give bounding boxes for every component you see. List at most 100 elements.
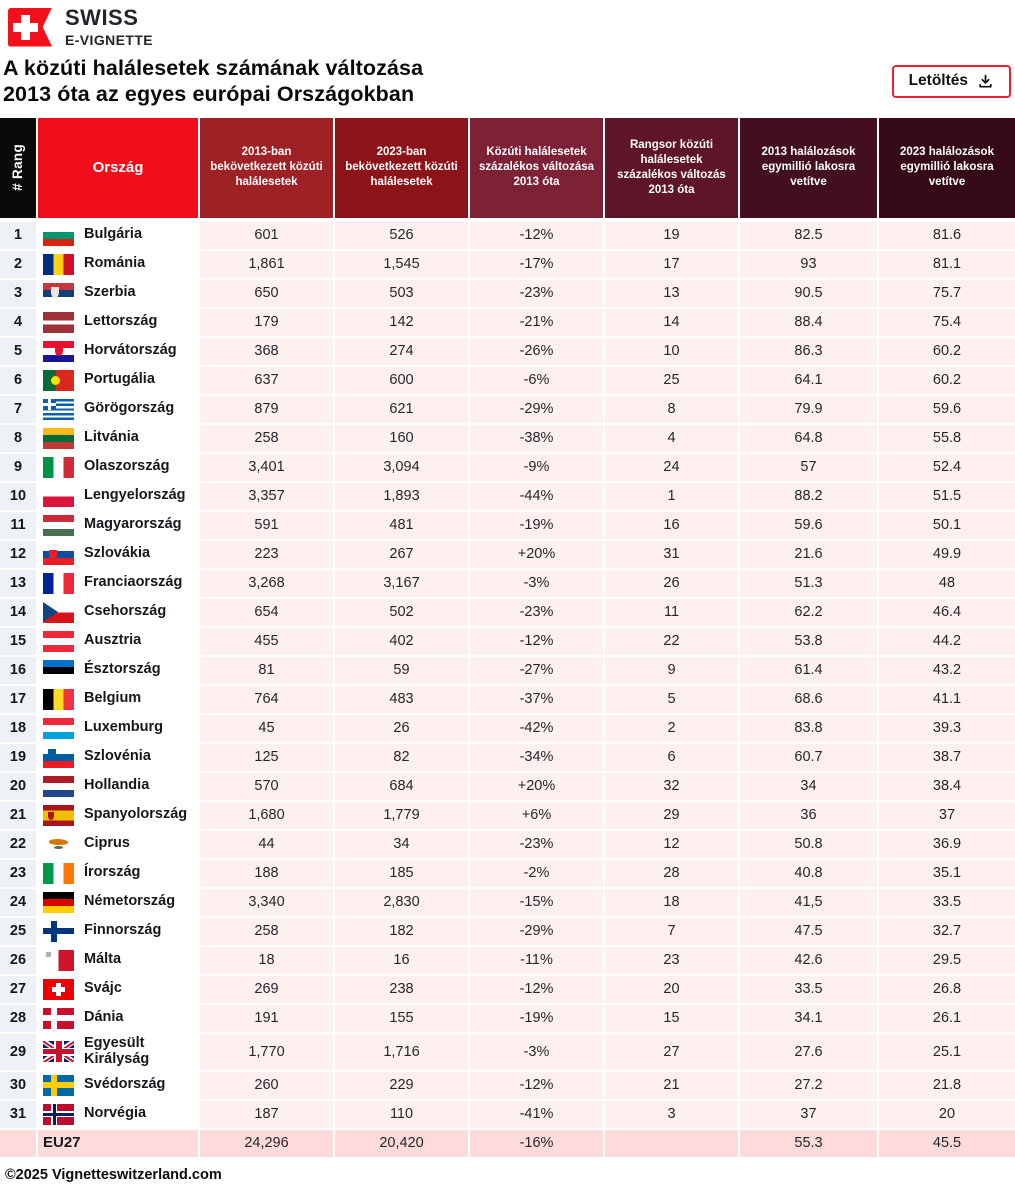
- rank-cell: 30: [0, 1071, 36, 1099]
- deaths-2023-cell: 1,893: [335, 482, 468, 510]
- deaths-2023-cell: 142: [335, 308, 468, 336]
- per-million-2013-cell: 27.6: [740, 1033, 877, 1070]
- deaths-2023-cell: 82: [335, 743, 468, 771]
- table-row-france: 13 Franciaország 3,268 3,167 -3% 26 51.3 48: [0, 569, 1015, 597]
- pct-change-cell-text: -27%: [519, 662, 554, 679]
- per-million-2013-cell-text: 60.7: [794, 749, 823, 766]
- download-button[interactable]: Letöltés: [891, 65, 1011, 99]
- deaths-2023-cell-text: 402: [389, 633, 414, 650]
- pct-change-cell: -42%: [470, 714, 603, 742]
- per-million-2013-cell-text: 53.8: [794, 633, 823, 650]
- table-row-romania: 2 Románia 1,861 1,545 -17% 17 93 81.1: [0, 250, 1015, 278]
- deaths-2023-cell: 3,167: [335, 569, 468, 597]
- country-cell: Litvánia: [38, 424, 198, 452]
- download-icon: [979, 74, 992, 88]
- deaths-2013-cell-text: 44: [258, 836, 275, 853]
- per-million-2023-cell: 43.2: [879, 656, 1015, 684]
- flag-latvia-icon: [43, 311, 74, 333]
- pct-change-cell: -21%: [470, 308, 603, 336]
- pct-change-cell: +20%: [470, 540, 603, 568]
- deaths-2023-cell: 59: [335, 656, 468, 684]
- per-million-2013-cell-text: 82.5: [794, 227, 823, 244]
- road-deaths-table: # Rang Ország 2013-ban bekövetkezett közút…: [0, 117, 1015, 1157]
- deaths-2013-cell-text: 1,770: [248, 1043, 285, 1060]
- per-million-2023-cell: 75.7: [879, 279, 1015, 307]
- deaths-2023-cell-text: 142: [389, 314, 414, 331]
- rank-cell: 4: [0, 308, 36, 336]
- deaths-2023-cell-text: 26: [393, 720, 410, 737]
- pct-change-cell: +6%: [470, 801, 603, 829]
- rank-pct-change-cell-text: 2: [667, 720, 676, 737]
- deaths-2023-cell: 481: [335, 511, 468, 539]
- table-row-germany: 24 Németország 3,340 2,830 -15% 18 41,5 33.5: [0, 888, 1015, 916]
- rank-cell: 8: [0, 424, 36, 452]
- logo-text-top: SWISS: [65, 5, 139, 30]
- per-million-2013-cell: 41,5: [740, 888, 877, 916]
- country-cell: Csehország: [38, 598, 198, 626]
- per-million-2013-cell: 36: [740, 801, 877, 829]
- col-header-deaths-2013: 2013-ban bekövetkezett közúti halálesete…: [200, 117, 333, 218]
- rank-cell: 16: [0, 656, 36, 684]
- country-label: Észtország: [84, 661, 161, 678]
- pct-change-cell: -44%: [470, 482, 603, 510]
- flag-czechia-icon: [43, 601, 74, 623]
- col-header-rank: # Rang: [0, 117, 36, 218]
- per-million-2023-cell: 33.5: [879, 888, 1015, 916]
- per-million-2023-cell-text: 26.1: [932, 1010, 962, 1027]
- deaths-2023-cell: 1,779: [335, 801, 468, 829]
- per-million-2023-cell-text: 51.5: [932, 488, 962, 505]
- per-million-2023-cell-text: 39.3: [932, 720, 962, 737]
- rank-cell-text: 15: [9, 633, 27, 650]
- deaths-2023-cell-text: 1,893: [383, 488, 420, 505]
- download-button-label: Letöltés: [908, 72, 968, 90]
- pct-change-cell-text: +20%: [517, 778, 556, 795]
- country-cell: Hollandia: [38, 772, 198, 800]
- deaths-2013-cell: 269: [200, 975, 333, 1003]
- country-label: Dánia: [84, 1009, 124, 1026]
- deaths-2023-cell-text: 110: [389, 1106, 414, 1123]
- pct-change-cell: -41%: [470, 1100, 603, 1128]
- deaths-2013-cell: 3,357: [200, 482, 333, 510]
- per-million-2023-cell-text: 33.5: [932, 894, 962, 911]
- per-million-2013-cell-text: 86.3: [794, 343, 823, 360]
- rank-pct-change-cell-text: 10: [663, 343, 680, 360]
- table-row-luxembourg: 18 Luxemburg 45 26 -42% 2 83.8 39.3: [0, 714, 1015, 742]
- deaths-2013-cell: 260: [200, 1071, 333, 1099]
- pct-change-cell-text: -17%: [519, 256, 554, 273]
- deaths-2023-cell: 185: [335, 859, 468, 887]
- deaths-2023-cell: 155: [335, 1004, 468, 1032]
- pct-change-cell: -27%: [470, 656, 603, 684]
- per-million-2013-cell: 64.1: [740, 366, 877, 394]
- country-cell: Finnország: [38, 917, 198, 945]
- rank-pct-change-cell: 19: [605, 221, 738, 249]
- deaths-2023-cell-text: 155: [389, 1010, 414, 1027]
- flag-hungary-icon: [43, 514, 74, 536]
- deaths-2013-cell: 601: [200, 221, 333, 249]
- deaths-2023-cell: 3,094: [335, 453, 468, 481]
- deaths-2023-cell: 26: [335, 714, 468, 742]
- country-label: Görögország: [84, 400, 175, 417]
- table-row-denmark: 28 Dánia 191 155 -19% 15 34.1 26.1: [0, 1004, 1015, 1032]
- rank-cell-text: 19: [9, 749, 27, 766]
- deaths-2023-cell-text: 3,094: [383, 459, 420, 476]
- country-label: Bulgária: [84, 226, 143, 243]
- deaths-2013-cell: 179: [200, 308, 333, 336]
- table-header-row: # Rang Ország 2013-ban bekövetkezett közút…: [0, 117, 1015, 218]
- rank-cell: 22: [0, 830, 36, 858]
- pct-change-cell: -6%: [470, 366, 603, 394]
- pct-change-cell: -9%: [470, 453, 603, 481]
- per-million-2023-cell-text: 46.4: [932, 604, 962, 621]
- rank-cell-text: 4: [13, 314, 23, 331]
- pct-change-cell-text: -29%: [519, 923, 554, 940]
- deaths-2023-cell-text: 229: [389, 1077, 414, 1094]
- deaths-2013-cell: 45: [200, 714, 333, 742]
- per-million-2023-cell: 81.1: [879, 250, 1015, 278]
- flag-spain-icon: [43, 804, 74, 826]
- deaths-2023-cell-text: 160: [389, 430, 414, 447]
- country-cell: Dánia: [38, 1004, 198, 1032]
- per-million-2013-cell: 47.5: [740, 917, 877, 945]
- per-million-2023-cell-text: 36.9: [932, 836, 962, 853]
- flag-romania-icon: [43, 253, 74, 275]
- deaths-2013-cell: 125: [200, 743, 333, 771]
- rank-cell: 20: [0, 772, 36, 800]
